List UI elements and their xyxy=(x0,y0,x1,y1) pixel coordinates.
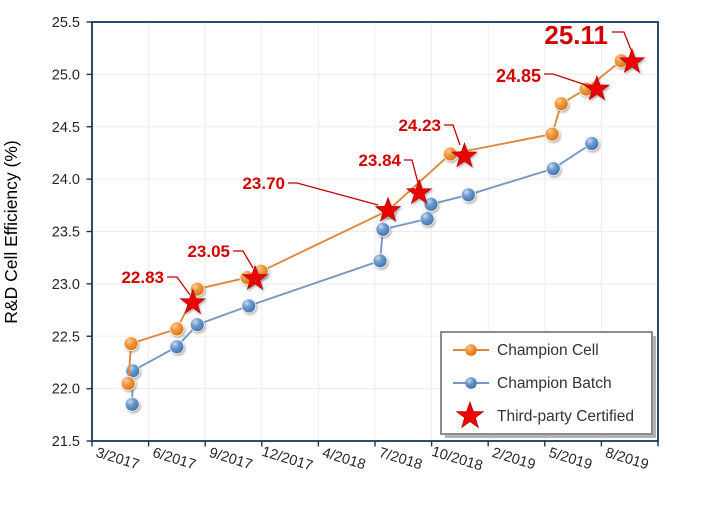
champion-batch-marker xyxy=(169,339,185,355)
annotation-label-23.70: 23.70 xyxy=(242,174,285,193)
annotation-label-23.84: 23.84 xyxy=(358,151,401,170)
leader-line-24.23 xyxy=(444,124,461,146)
champion-batch-marker xyxy=(545,161,561,177)
y-axis-tick-label: 23.0 xyxy=(52,277,80,293)
series-champion-cell xyxy=(120,53,629,391)
certified-star-23.05 xyxy=(241,264,269,290)
legend-marker-certified-star xyxy=(455,400,485,429)
champion-cell-marker xyxy=(123,336,139,352)
champion-batch-marker xyxy=(372,253,388,269)
champion-cell-marker xyxy=(120,375,136,391)
series-champion-batch xyxy=(124,136,600,412)
annotation-label-23.05: 23.05 xyxy=(187,242,230,261)
legend: Champion Cell Champion Batch Third-party C… xyxy=(440,331,656,438)
champion-batch-marker xyxy=(241,298,257,314)
annotation-label-24.23: 24.23 xyxy=(398,116,441,135)
leader-line-23.70 xyxy=(288,182,379,206)
champion-batch-marker xyxy=(423,196,439,212)
champion-batch-marker xyxy=(375,221,391,237)
champion-batch-line xyxy=(131,142,593,405)
legend-item-champion-cell: Champion Cell xyxy=(453,342,599,359)
certified-star-23.84 xyxy=(405,178,433,205)
y-axis-tick-label: 22.5 xyxy=(52,329,80,345)
y-axis-tick-label: 21.5 xyxy=(52,434,80,450)
certified-star-25.11 xyxy=(618,47,646,74)
annotation-leader-lines xyxy=(167,31,632,296)
legend-label-champion-cell: Champion Cell xyxy=(497,342,599,359)
champion-batch-marker xyxy=(584,136,600,152)
legend-marker-champion-cell xyxy=(465,344,477,356)
y-axis-title: R&D Cell Efficiency (%) xyxy=(1,140,21,323)
champion-batch-marker xyxy=(189,317,205,333)
annotation-label-25.11: 25.11 xyxy=(544,20,608,50)
y-axis-tick-label: 24.0 xyxy=(52,172,80,188)
annotation-label-22.83: 22.83 xyxy=(121,268,164,287)
y-axis-tick-label: 25.0 xyxy=(52,67,80,83)
y-axis-tick-label: 25.5 xyxy=(52,15,80,31)
leader-line-22.83 xyxy=(167,276,191,296)
legend-item-champion-batch: Champion Batch xyxy=(453,375,612,392)
y-axis-tick-label: 23.5 xyxy=(52,225,80,241)
legend-label-champion-batch: Champion Batch xyxy=(497,375,612,392)
champion-cell-marker xyxy=(553,96,569,112)
certified-star-23.70 xyxy=(374,196,402,222)
champion-batch-marker xyxy=(124,396,140,412)
y-axis-tick-label: 24.5 xyxy=(52,120,80,136)
legend-label-third-party-certified: Third-party Certified xyxy=(497,408,634,425)
series-third-party-certified xyxy=(179,47,646,315)
champion-batch-marker xyxy=(419,211,435,227)
certified-star-24.23 xyxy=(451,142,478,168)
leader-line-23.05 xyxy=(233,250,254,269)
annotation-label-24.85: 24.85 xyxy=(496,66,541,86)
champion-cell-marker xyxy=(544,126,560,142)
leader-line-24.85 xyxy=(544,73,587,86)
champion-batch-marker xyxy=(460,187,476,203)
certified-star-24.85 xyxy=(583,75,611,101)
legend-marker-champion-batch xyxy=(465,377,477,389)
legend-item-third-party-certified: Third-party Certified xyxy=(455,400,634,429)
leader-line-25.11 xyxy=(612,31,632,51)
y-axis-tick-label: 22.0 xyxy=(52,382,80,398)
champion-cell-marker xyxy=(169,321,185,337)
certified-star-22.83 xyxy=(179,288,207,315)
y-axis-tick-labels: 21.5 22.0 22.5 23.0 23.5 24.0 24.5 25.0 25.5 xyxy=(52,15,80,450)
axis-ticks xyxy=(86,21,659,447)
leader-line-23.84 xyxy=(404,159,419,184)
